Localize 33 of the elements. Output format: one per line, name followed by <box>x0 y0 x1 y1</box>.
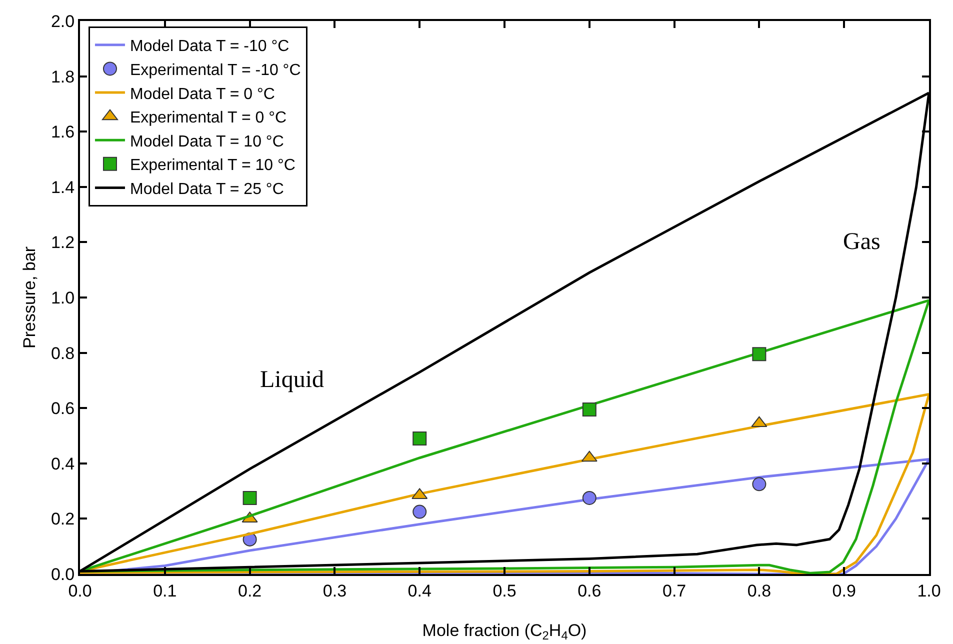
y-tick-label: 0.8 <box>50 344 75 363</box>
annotation: Liquid <box>260 367 324 393</box>
x-tick-label: 0.5 <box>492 581 516 600</box>
y-tick-label: 1.6 <box>50 122 75 142</box>
x-tick-label: 0.1 <box>153 581 177 600</box>
y-tick-label: 0.6 <box>50 399 75 418</box>
legend-label: Experimental T = 10 °C <box>130 157 296 174</box>
legend-label: Model Data T = 25 °C <box>130 180 284 198</box>
x-axis-title: Mole fraction (C$_{2}$H$_{4}$O) <box>422 621 587 643</box>
x-tick-label: 1.0 <box>917 581 941 600</box>
x-tick-label: 0.8 <box>747 581 772 600</box>
x-tick-label: 0.3 <box>322 581 347 600</box>
y-tick-label: 1.4 <box>50 178 75 197</box>
x-tick-label: 0.4 <box>408 581 432 600</box>
x-tick-label: 0.2 <box>238 581 262 600</box>
y-tick-label: 1.0 <box>50 288 75 308</box>
x-tick-label: 0.6 <box>578 581 602 600</box>
legend-label: Model Data T = 0 °C <box>130 86 275 103</box>
x-tick-label: 0.9 <box>832 581 856 600</box>
x-tick-label: 0.0 <box>68 581 92 600</box>
legend-label: Experimental T = 0 °C <box>130 110 287 127</box>
x-tick-label: 0.7 <box>662 581 686 600</box>
annotation: Gas <box>843 229 880 255</box>
y-tick-label: 2.0 <box>50 12 75 31</box>
y-tick-label: 1.8 <box>50 67 75 86</box>
legend-label: Experimental T = -10 °C <box>130 62 301 79</box>
legend-label: Model Data T = 10 °C <box>130 133 284 150</box>
y-tick-label: 0.2 <box>50 510 75 529</box>
legend-label: Model Data T = -10 °C <box>130 38 290 56</box>
y-tick-label: 0.0 <box>50 564 75 584</box>
y-tick-label: 0.4 <box>50 454 75 474</box>
y-axis-title: Pressure, bar <box>20 246 39 349</box>
y-tick-label: 1.2 <box>50 233 75 252</box>
